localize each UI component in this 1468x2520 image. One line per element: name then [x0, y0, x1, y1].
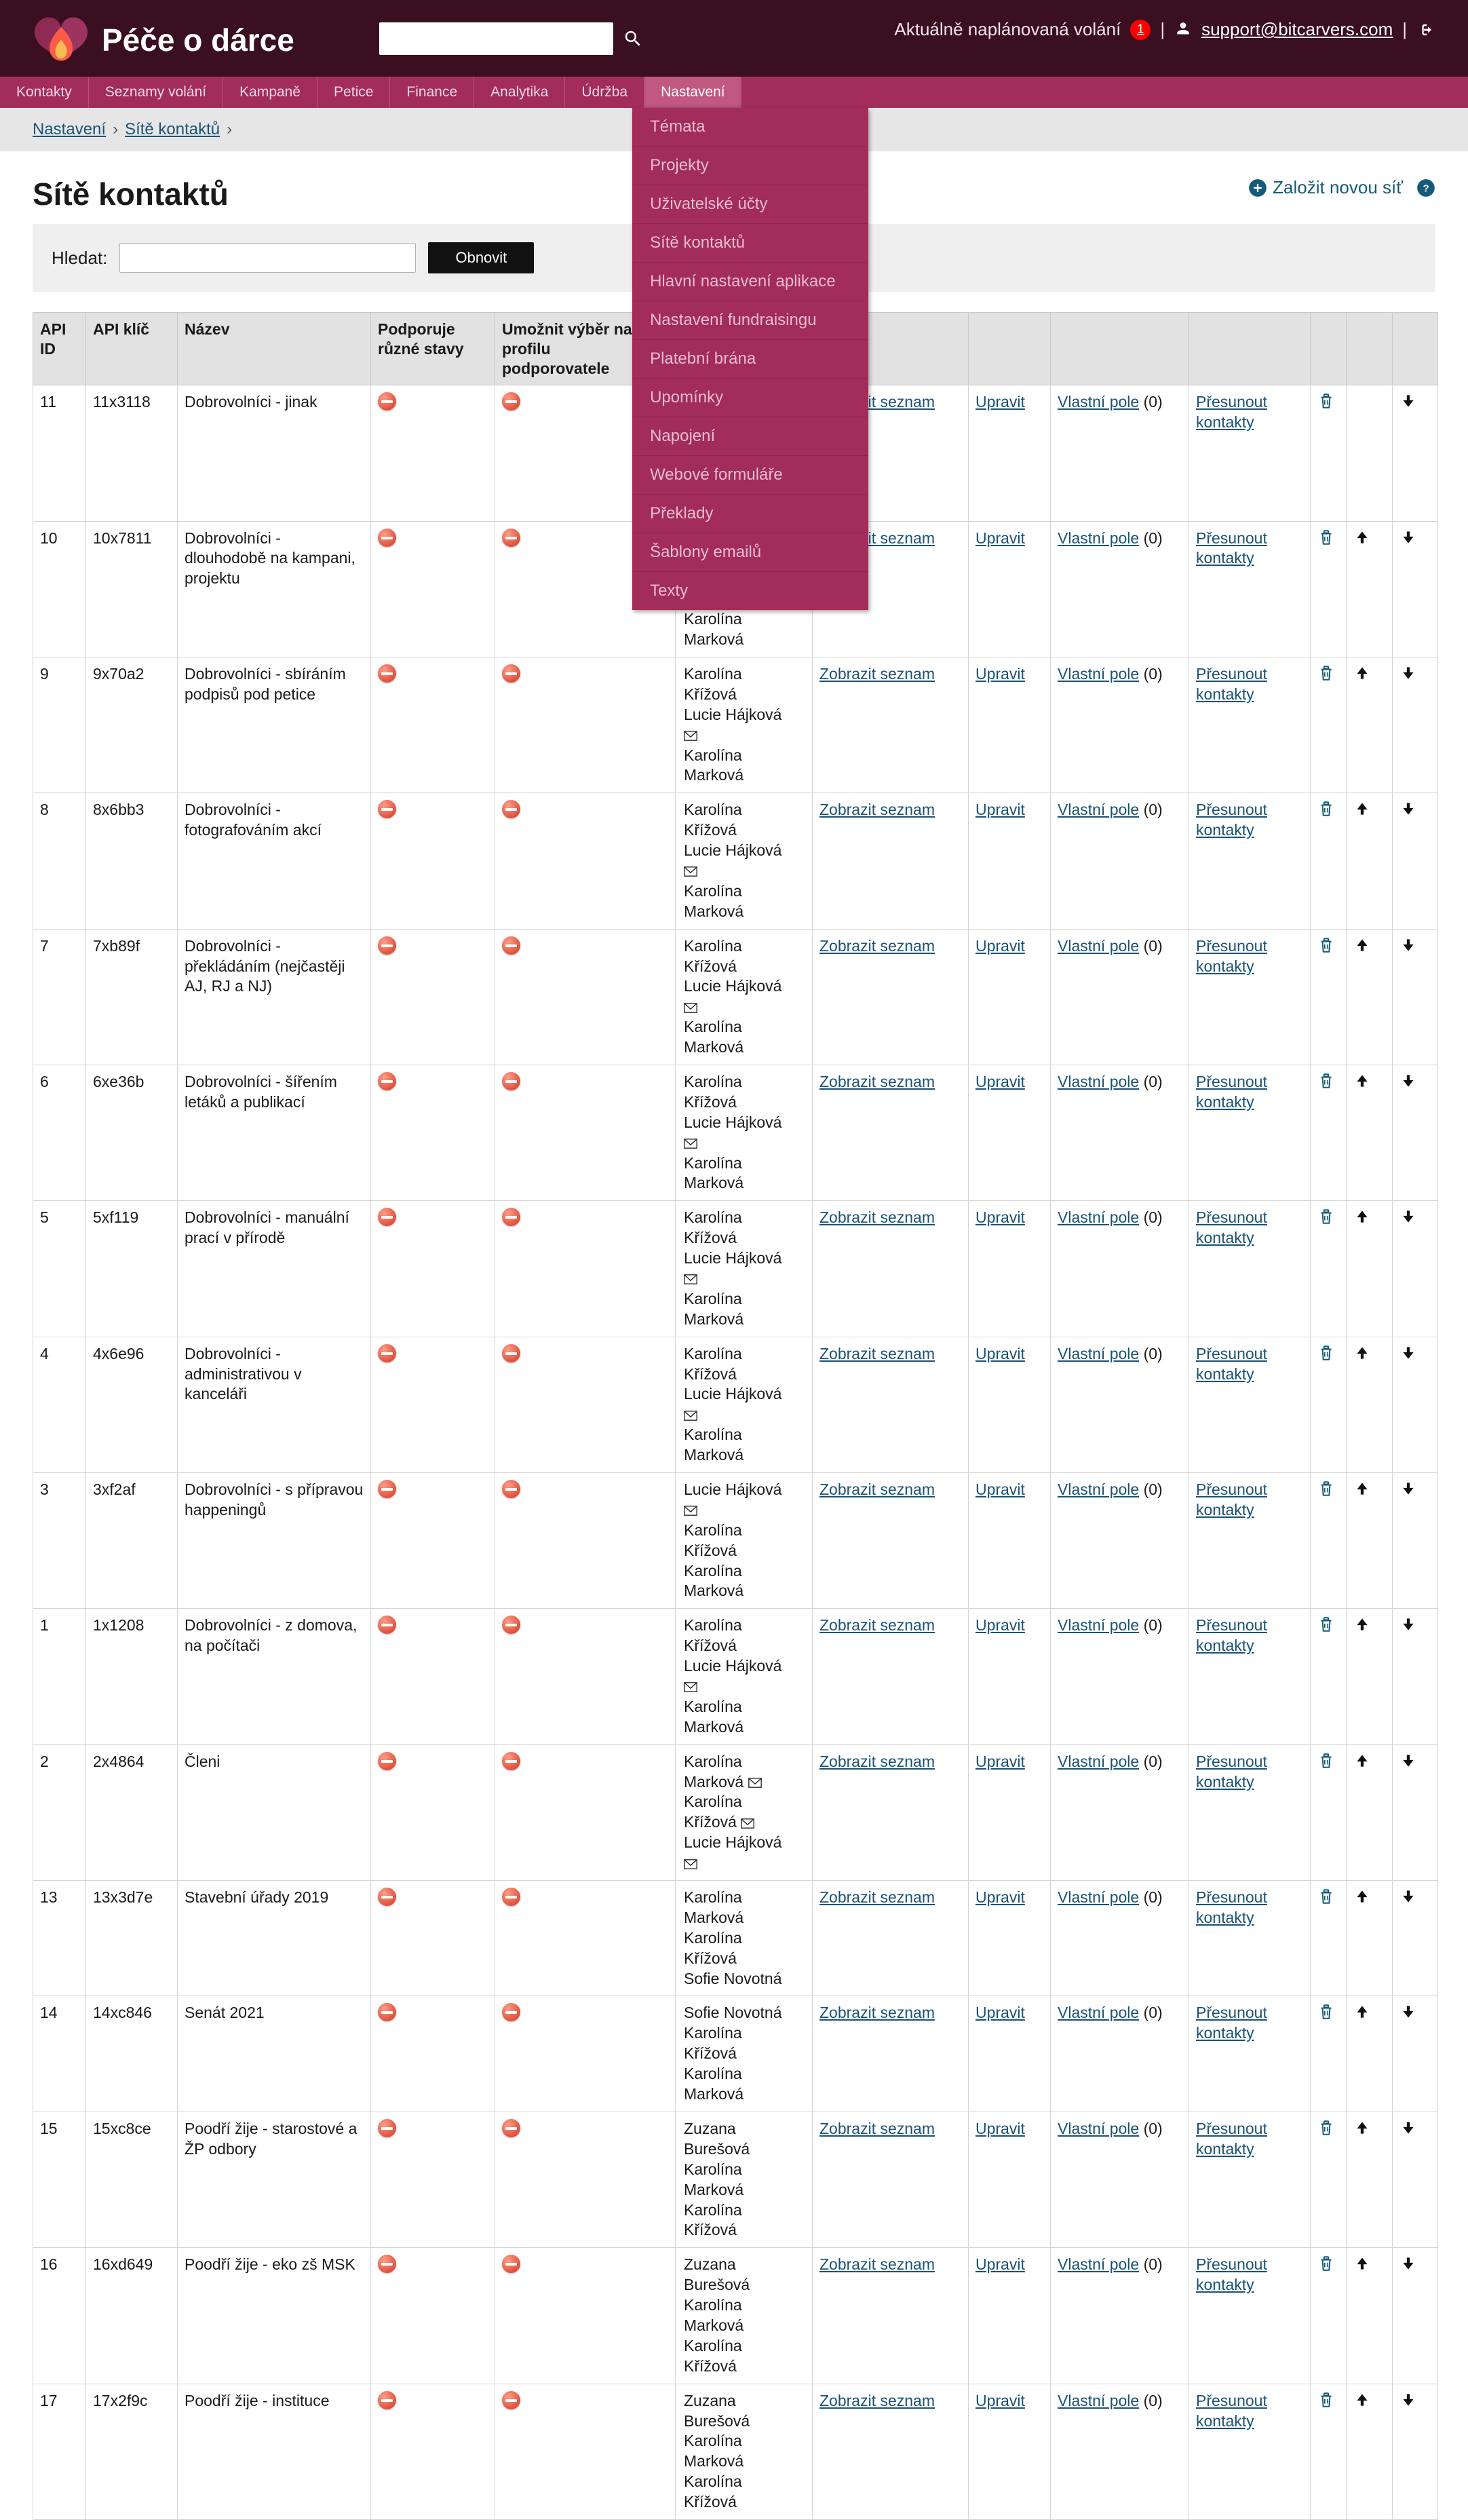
svg-text:?: ? [1423, 183, 1429, 194]
